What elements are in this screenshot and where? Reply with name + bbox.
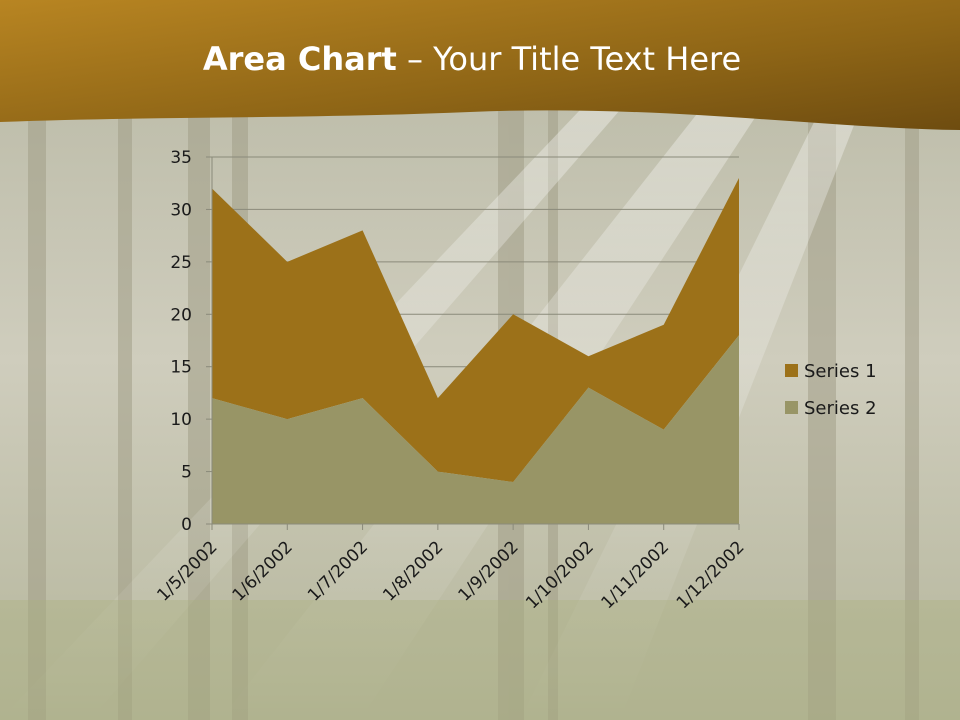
legend: Series 1 Series 2 bbox=[785, 361, 877, 419]
y-tick-label: 25 bbox=[170, 253, 192, 273]
legend-swatch-series-2 bbox=[785, 401, 798, 414]
x-tick-label: 1/10/2002 bbox=[522, 537, 598, 613]
legend-label-series-2: Series 2 bbox=[804, 398, 877, 419]
y-tick-label: 0 bbox=[181, 515, 192, 535]
area-series bbox=[212, 177, 739, 524]
y-tick-label: 15 bbox=[170, 358, 192, 378]
slide-title: Area Chart – Your Title Text Here bbox=[0, 40, 944, 78]
y-tick-label: 30 bbox=[170, 200, 192, 220]
title-rest: Your Title Text Here bbox=[433, 40, 742, 78]
x-tick-label: 1/7/2002 bbox=[304, 537, 372, 605]
x-tick-label: 1/6/2002 bbox=[229, 537, 297, 605]
x-tick-label: 1/8/2002 bbox=[379, 537, 447, 605]
title-separator: – bbox=[396, 40, 434, 78]
legend-label-series-1: Series 1 bbox=[804, 361, 877, 382]
title-bold-part: Area Chart bbox=[202, 40, 397, 78]
x-tick-label: 1/5/2002 bbox=[153, 537, 221, 605]
x-tick-label: 1/12/2002 bbox=[673, 537, 749, 613]
series-2-area bbox=[212, 335, 739, 524]
series-1-area bbox=[212, 177, 739, 483]
y-tick-label: 5 bbox=[181, 463, 192, 483]
y-tick-label: 10 bbox=[170, 410, 192, 430]
title-banner bbox=[0, 0, 960, 130]
y-tick-label: 20 bbox=[170, 305, 192, 325]
legend-swatch-series-1 bbox=[785, 364, 798, 377]
x-tick-label: 1/11/2002 bbox=[597, 537, 673, 613]
y-tick-label: 35 bbox=[170, 148, 192, 168]
x-tick-label: 1/9/2002 bbox=[455, 537, 523, 605]
